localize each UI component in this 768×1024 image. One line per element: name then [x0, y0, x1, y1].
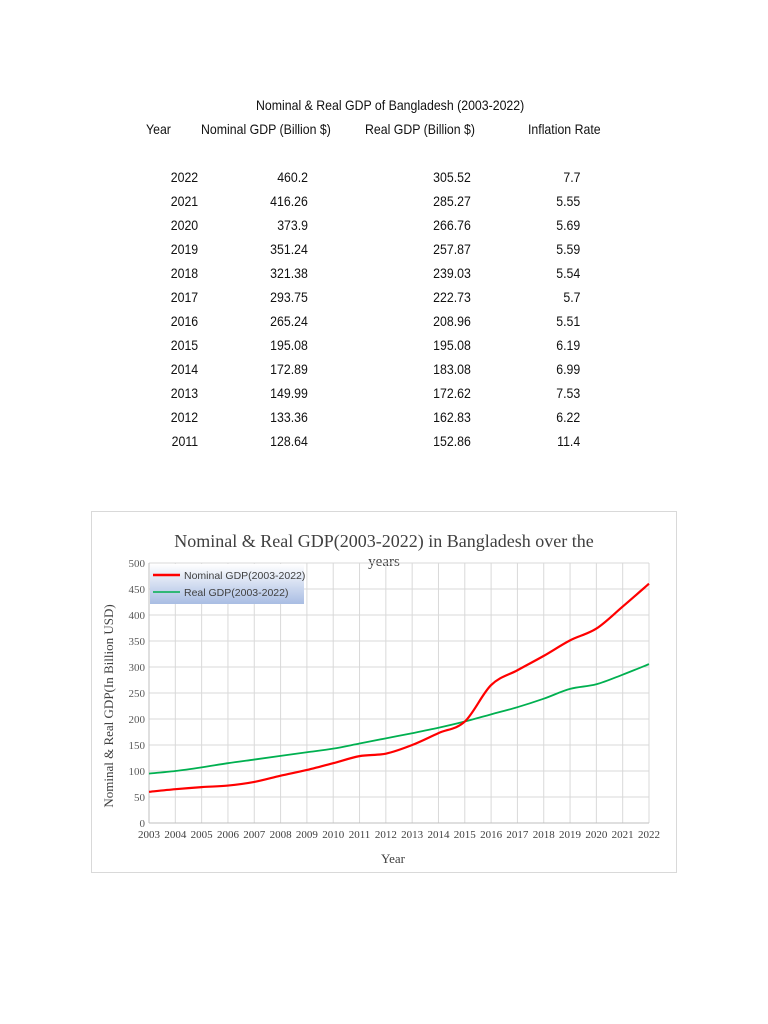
x-tick-label: 2015 — [454, 829, 477, 841]
x-tick-label: 2006 — [217, 829, 240, 841]
cell-real: 257.87 — [433, 241, 471, 257]
cell-inflation: 7.7 — [562, 169, 580, 185]
cell-nominal: 293.75 — [270, 289, 308, 305]
x-tick-label: 2012 — [375, 829, 397, 841]
cell-year: 2017 — [170, 289, 198, 305]
cell-year: 2020 — [170, 217, 198, 233]
cell-nominal: 321.38 — [270, 265, 308, 281]
y-tick-label: 400 — [129, 610, 146, 622]
cell-nominal: 265.24 — [270, 313, 308, 329]
y-tick-label: 500 — [129, 558, 146, 570]
x-tick-label: 2007 — [243, 829, 266, 841]
x-tick-label: 2010 — [322, 829, 345, 841]
x-tick-label: 2021 — [612, 829, 634, 841]
cell-inflation: 5.51 — [556, 313, 580, 329]
x-tick-label: 2003 — [138, 829, 161, 841]
cell-real: 208.96 — [433, 313, 471, 329]
x-tick-label: 2014 — [427, 829, 450, 841]
cell-nominal: 172.89 — [270, 361, 308, 377]
cell-year: 2022 — [170, 169, 198, 185]
header-inflation: Inflation Rate — [528, 121, 601, 137]
cell-real: 305.52 — [433, 169, 471, 185]
cell-nominal: 133.36 — [270, 409, 308, 425]
cell-year: 2016 — [170, 313, 198, 329]
cell-nominal: 195.08 — [270, 337, 308, 353]
legend-label: Nominal GDP(2003-2022) — [184, 570, 305, 582]
cell-real: 266.76 — [433, 217, 471, 233]
y-tick-label: 0 — [140, 818, 146, 830]
cell-nominal: 149.99 — [270, 385, 308, 401]
cell-real: 183.08 — [433, 361, 471, 377]
x-tick-label: 2005 — [191, 829, 214, 841]
series-line-nominal — [148, 582, 650, 793]
cell-inflation: 11.4 — [556, 433, 580, 449]
x-tick-label: 2004 — [164, 829, 187, 841]
cell-real: 172.62 — [433, 385, 471, 401]
y-tick-label: 100 — [129, 766, 146, 778]
cell-inflation: 6.22 — [556, 409, 580, 425]
cell-inflation: 6.19 — [556, 337, 580, 353]
header-year: Year — [146, 121, 171, 137]
y-tick-label: 250 — [129, 688, 146, 700]
x-tick-label: 2019 — [559, 829, 582, 841]
y-tick-label: 150 — [129, 740, 146, 752]
chart-title-line1: Nominal & Real GDP(2003-2022) in Banglad… — [174, 531, 593, 552]
x-axis-label: Year — [381, 851, 406, 866]
header-nominal: Nominal GDP (Billion $) — [201, 121, 331, 137]
cell-inflation: 7.53 — [556, 385, 580, 401]
y-tick-label: 50 — [134, 792, 146, 804]
x-tick-label: 2020 — [585, 829, 608, 841]
x-tick-label: 2016 — [480, 829, 503, 841]
cell-year: 2012 — [170, 409, 198, 425]
legend-label: Real GDP(2003-2022) — [184, 587, 288, 599]
cell-real: 222.73 — [433, 289, 471, 305]
chart-title-line2: years — [368, 554, 400, 570]
cell-year: 2015 — [170, 337, 198, 353]
y-tick-label: 350 — [129, 636, 146, 648]
cell-inflation: 6.99 — [556, 361, 580, 377]
chart-svg: Nominal & Real GDP(2003-2022) in Banglad… — [101, 531, 660, 866]
cell-real: 239.03 — [433, 265, 471, 281]
x-tick-label: 2017 — [506, 829, 528, 841]
cell-year: 2011 — [171, 433, 198, 449]
series-line-real — [148, 663, 650, 775]
x-tick-label: 2011 — [349, 829, 371, 841]
x-tick-label: 2022 — [638, 829, 660, 841]
cell-nominal: 460.2 — [277, 169, 308, 185]
x-tick-label: 2013 — [401, 829, 424, 841]
cell-real: 195.08 — [433, 337, 471, 353]
gdp-chart: Nominal & Real GDP(2003-2022) in Banglad… — [91, 511, 677, 873]
cell-nominal: 416.26 — [270, 193, 308, 209]
cell-inflation: 5.55 — [556, 193, 580, 209]
cell-inflation: 5.7 — [562, 289, 580, 305]
x-tick-label: 2008 — [270, 829, 293, 841]
y-tick-label: 200 — [129, 714, 146, 726]
cell-inflation: 5.59 — [556, 241, 580, 257]
cell-nominal: 128.64 — [270, 433, 308, 449]
cell-year: 2019 — [170, 241, 198, 257]
cell-nominal: 351.24 — [270, 241, 308, 257]
header-real: Real GDP (Billion $) — [365, 121, 476, 137]
cell-nominal: 373.9 — [277, 217, 308, 233]
cell-real: 162.83 — [433, 409, 471, 425]
y-tick-label: 300 — [129, 662, 146, 674]
y-tick-label: 450 — [129, 584, 146, 596]
x-tick-label: 2018 — [533, 829, 556, 841]
cell-year: 2021 — [170, 193, 198, 209]
cell-real: 285.27 — [433, 193, 471, 209]
table-title: Nominal & Real GDP of Bangladesh (2003-2… — [256, 97, 525, 113]
x-tick-label: 2009 — [296, 829, 319, 841]
cell-year: 2013 — [170, 385, 198, 401]
cell-inflation: 5.69 — [556, 217, 580, 233]
cell-year: 2018 — [170, 265, 198, 281]
cell-real: 152.86 — [433, 433, 471, 449]
cell-year: 2014 — [170, 361, 198, 377]
legend: Nominal GDP(2003-2022) Real GDP(2003-2022… — [150, 564, 305, 604]
cell-inflation: 5.54 — [556, 265, 580, 281]
y-axis-label: Nominal & Real GDP(In Billion USD) — [101, 604, 116, 807]
legend-box — [150, 564, 304, 604]
